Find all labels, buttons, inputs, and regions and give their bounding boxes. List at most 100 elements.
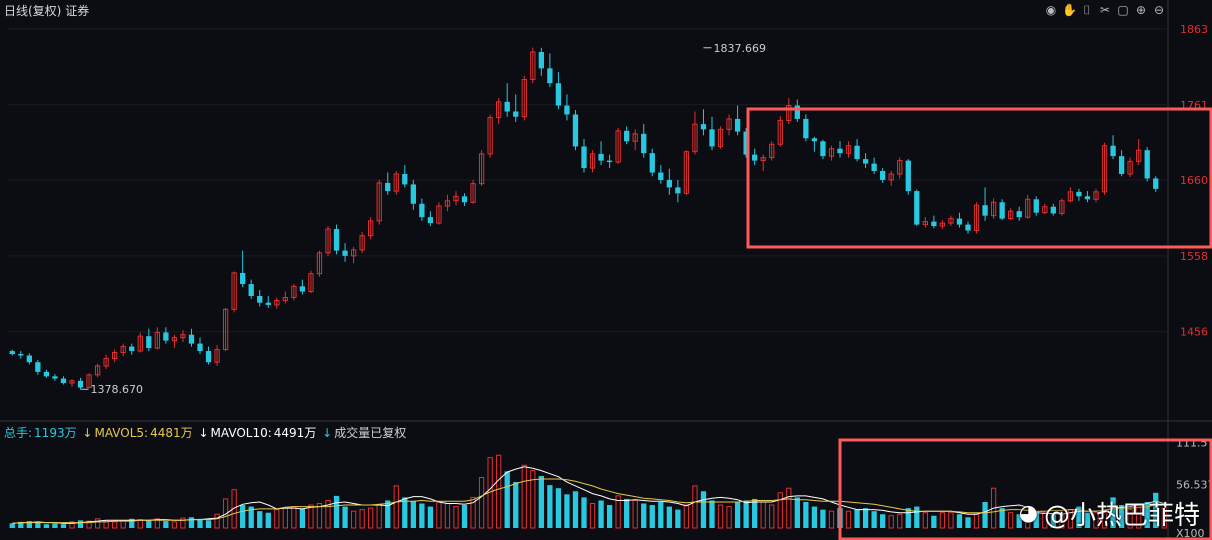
candle-body	[436, 205, 442, 224]
volume-bar	[632, 499, 638, 529]
candle-body	[1084, 196, 1091, 200]
highlight-box-price	[746, 107, 1212, 249]
volume-bar	[308, 504, 314, 529]
candle-body	[726, 118, 732, 130]
volume-bar	[598, 500, 604, 528]
volume-bar	[641, 503, 647, 528]
candle-body	[828, 148, 835, 157]
candle-body	[26, 355, 32, 363]
candle-body	[325, 228, 331, 254]
chart-header: 日线(复权) 证券	[4, 2, 89, 19]
volume-bar	[709, 500, 715, 528]
candle-body	[717, 128, 724, 147]
volume-bar	[956, 514, 963, 528]
candle-body	[316, 252, 323, 275]
candle-body	[240, 272, 246, 285]
price-tick-label: 1863	[1180, 23, 1208, 36]
candle-body	[376, 182, 382, 222]
candle-body	[845, 145, 852, 154]
candle-body	[786, 105, 792, 121]
candle-body	[333, 229, 340, 251]
volume-bar	[820, 509, 826, 528]
volume-bar	[794, 497, 800, 528]
scissors-icon[interactable]: ✂	[1099, 3, 1111, 17]
candle-body	[359, 235, 365, 251]
candle-body	[658, 172, 664, 180]
candle-body	[931, 221, 937, 227]
volume-bar	[368, 507, 374, 529]
candle-body	[112, 352, 118, 359]
candle-body	[197, 343, 203, 352]
candle-body	[35, 362, 41, 372]
bracket-icon[interactable]: ⌷	[1083, 3, 1091, 17]
volume-bar	[419, 503, 425, 528]
candle-body	[905, 160, 911, 192]
zoom-in-icon[interactable]: ⊕	[1135, 3, 1147, 17]
candle-body	[811, 138, 818, 142]
volume-bar	[828, 510, 835, 529]
candle-body	[69, 380, 75, 384]
candle-body	[888, 173, 894, 181]
candle-body	[598, 153, 604, 161]
candle-body	[171, 337, 178, 342]
hand-icon[interactable]: ✋	[1062, 3, 1077, 17]
candle-body	[1127, 160, 1133, 175]
volume-bar	[393, 485, 399, 529]
period-label[interactable]: 日线(复权)	[4, 4, 62, 18]
candle-body	[632, 133, 638, 142]
candle-body	[120, 346, 126, 354]
volume-bar	[649, 505, 655, 528]
lock-icon[interactable]: ▢	[1117, 3, 1129, 17]
candle-body	[282, 296, 288, 301]
candle-body	[1025, 198, 1031, 218]
candle-body	[1093, 191, 1099, 200]
candle-body	[368, 220, 374, 237]
volume-bar	[1016, 514, 1022, 528]
volume-bar	[231, 489, 237, 529]
candle-body	[973, 204, 980, 232]
volume-bar	[1084, 512, 1091, 528]
volume-bar	[862, 508, 869, 528]
volume-bar	[1059, 515, 1065, 529]
candle-body	[257, 295, 263, 303]
candle-body	[760, 157, 766, 162]
volume-bar	[811, 506, 818, 528]
volume-bar	[513, 482, 519, 528]
candle-body	[914, 191, 920, 225]
candle-body	[52, 376, 58, 379]
candle-body	[880, 171, 886, 180]
volume-bar	[1042, 512, 1048, 529]
volume-bar	[717, 504, 724, 529]
candle-body	[103, 357, 109, 367]
volume-bar	[854, 509, 860, 528]
volume-bar	[171, 521, 178, 529]
volume-bar	[658, 501, 664, 528]
total-volume-label: 总手:	[4, 426, 33, 440]
candle-body	[615, 130, 621, 163]
volume-bar	[1161, 507, 1167, 529]
candle-body	[734, 118, 741, 132]
candle-body	[547, 68, 553, 84]
volume-bar	[752, 498, 758, 528]
volume-bar	[845, 510, 852, 529]
volume-bar	[129, 518, 135, 528]
mavol10-label: MAVOL10:	[210, 426, 272, 440]
ma10-arrow-icon: ↓	[198, 426, 209, 440]
volume-bar	[248, 506, 254, 528]
zoom-out-icon[interactable]: ⊖	[1153, 3, 1165, 17]
volume-bar	[666, 506, 672, 528]
candle-body	[752, 154, 758, 161]
candle-body	[709, 129, 715, 147]
price-tick-label: 1558	[1180, 250, 1208, 263]
volume-bar	[103, 520, 109, 529]
candle-body	[700, 124, 707, 130]
candle-body	[1101, 145, 1108, 193]
volume-bar	[965, 517, 971, 528]
eye-icon[interactable]: ◉	[1045, 3, 1057, 17]
volume-bar	[777, 492, 783, 529]
volume-bar	[350, 510, 357, 529]
volume-bar	[214, 513, 220, 529]
volume-bar	[504, 471, 510, 528]
volume-bar	[589, 503, 596, 529]
